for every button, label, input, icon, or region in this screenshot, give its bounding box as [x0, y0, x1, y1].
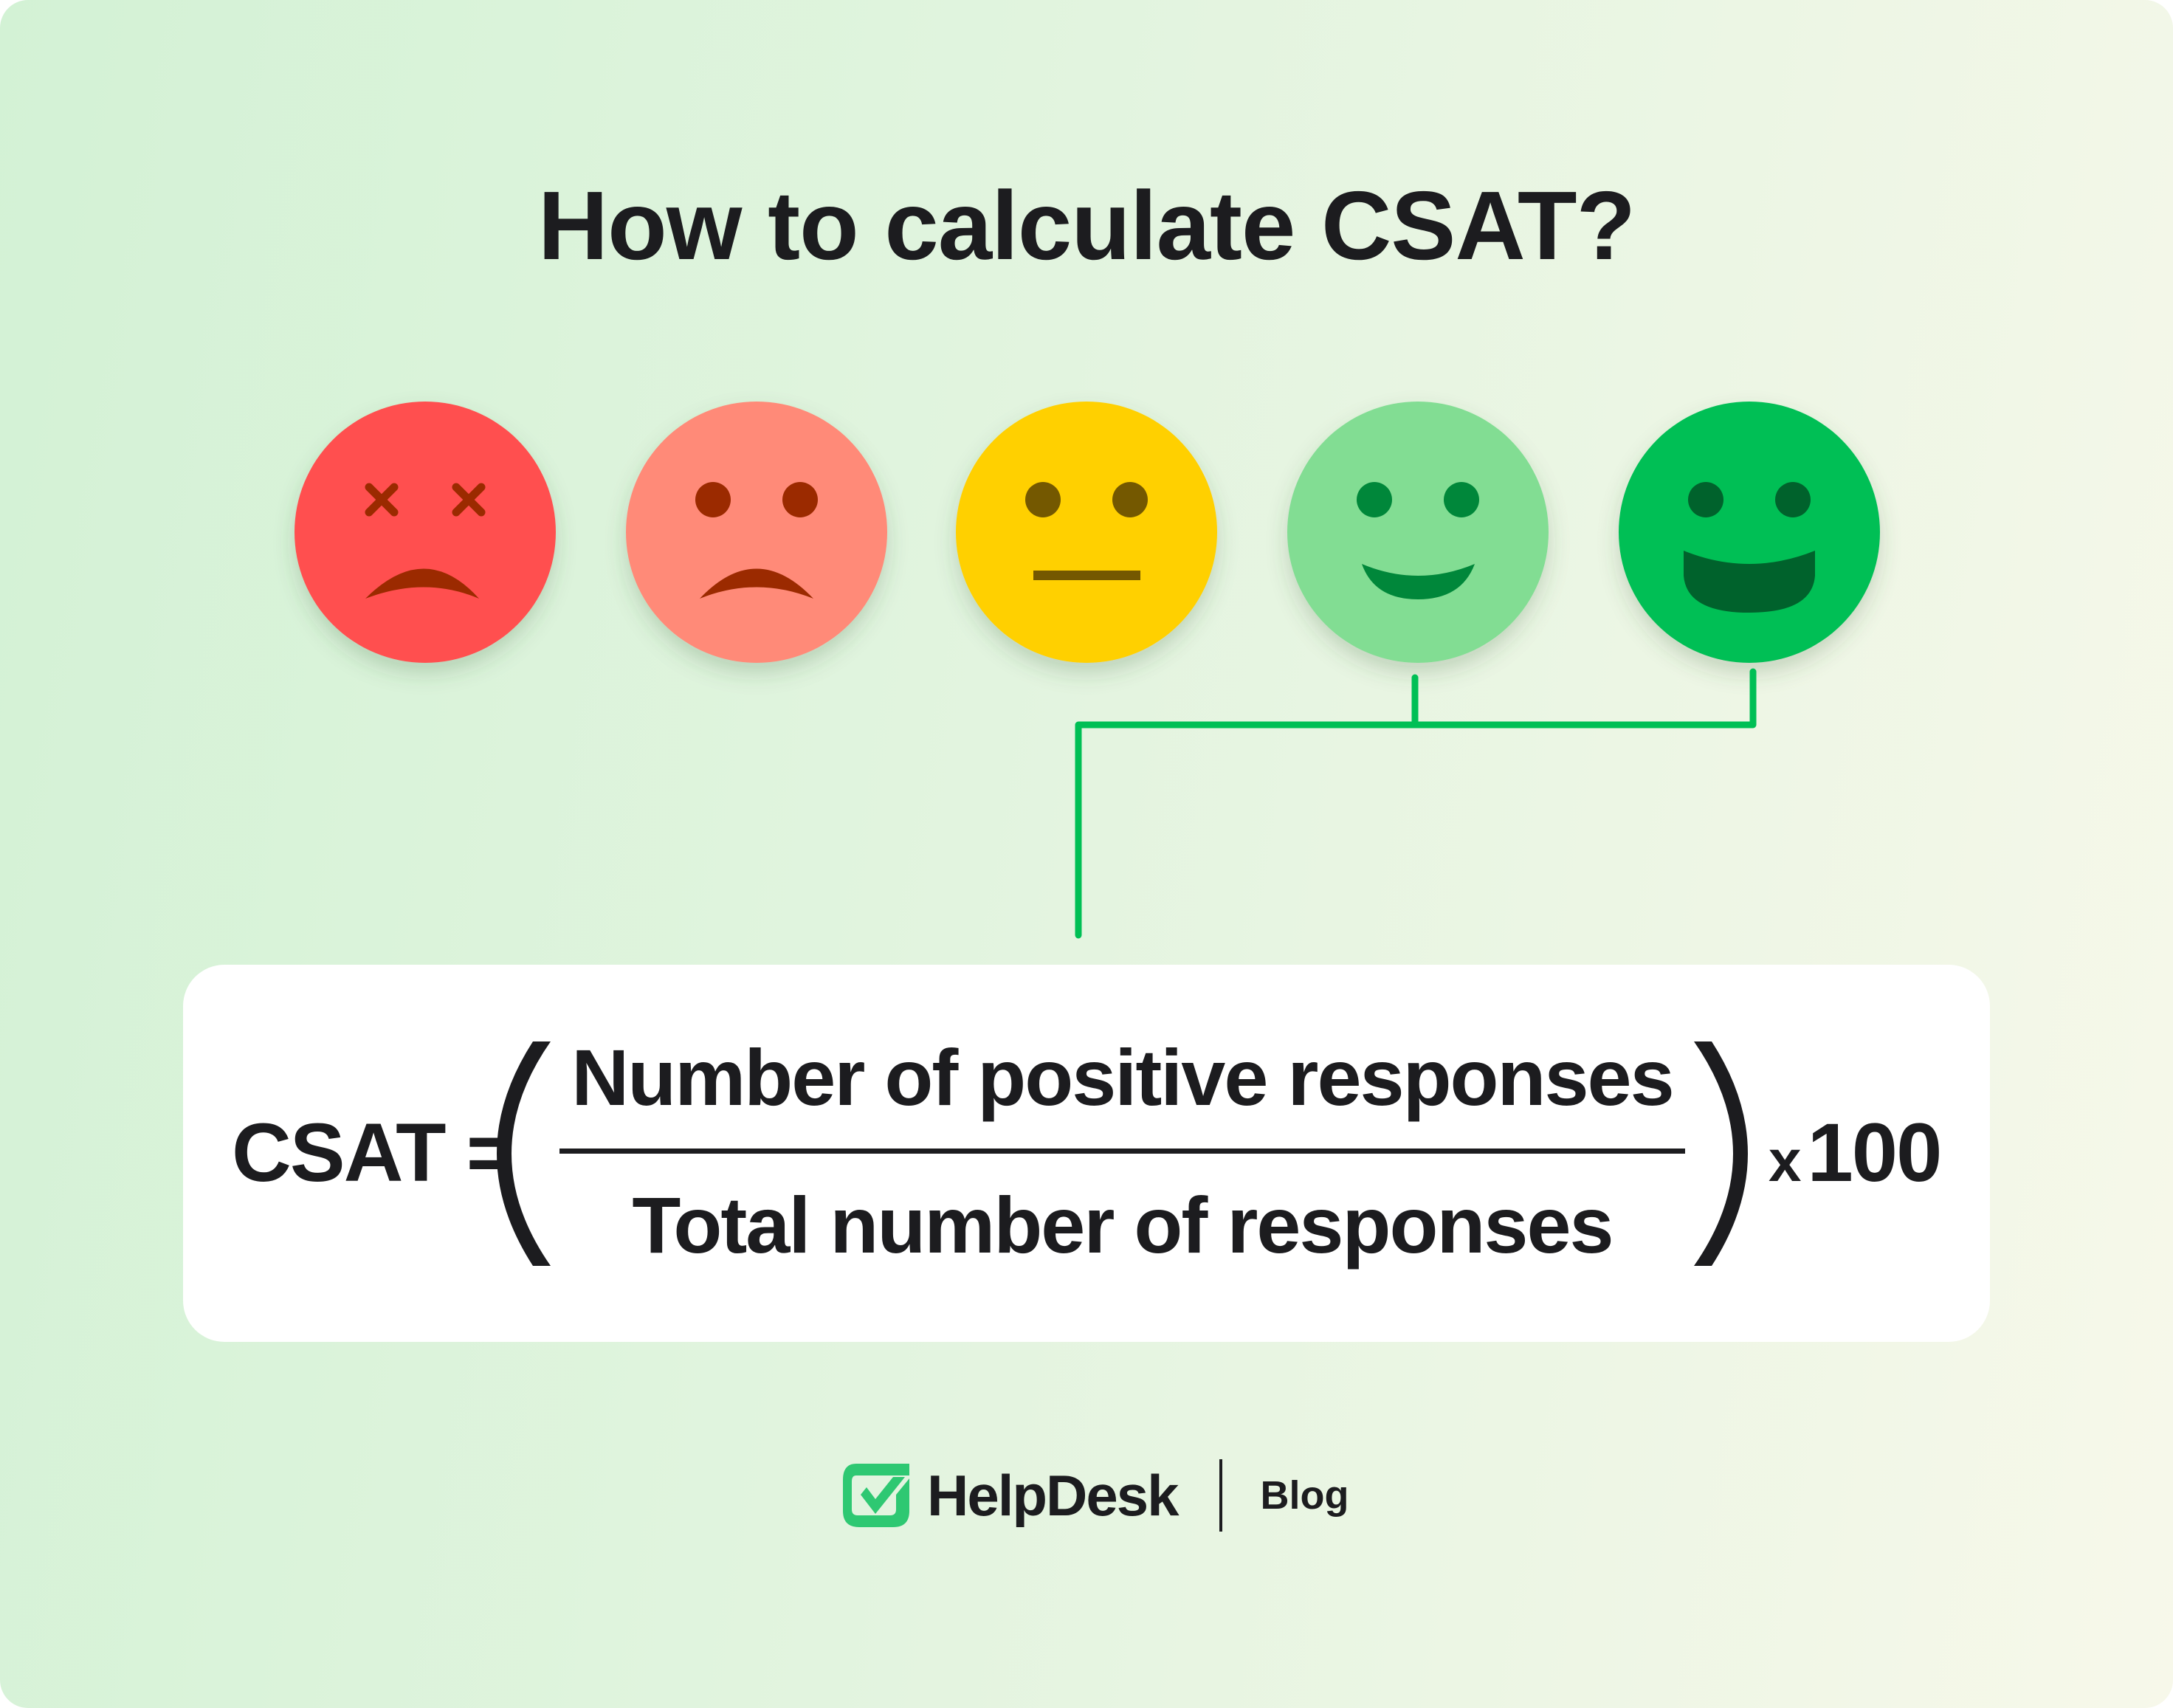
formula-multiplier: x100 [1769, 1105, 1943, 1200]
multiply-sign: x [1769, 1128, 1801, 1194]
left-parenthesis [497, 1041, 551, 1266]
face-unsatisfied-icon [626, 402, 887, 663]
formula-denominator: Total number of responses [632, 1180, 1614, 1270]
formula-lhs: CSAT = [232, 1106, 514, 1199]
section-label: Blog [1260, 1473, 1349, 1518]
logo-divider [1219, 1459, 1222, 1532]
page-title: How to calculate CSAT? [537, 171, 1636, 280]
positive-responses-connector [1075, 668, 1757, 939]
faces-and-connector [295, 402, 1880, 939]
face-very-satisfied-icon [1619, 402, 1880, 663]
helpdesk-check-icon [843, 1464, 909, 1527]
face-very-unsatisfied-icon [295, 402, 556, 663]
face-satisfied-icon [1287, 402, 1549, 663]
formula-box: CSAT = Number of positive responses Tota… [183, 965, 1990, 1342]
face-neutral-icon [956, 402, 1217, 663]
footer-logo: HelpDesk Blog [841, 1459, 1349, 1532]
right-parenthesis [1694, 1041, 1748, 1266]
fraction-line [559, 1149, 1685, 1154]
brand-name: HelpDesk [927, 1462, 1179, 1528]
multiplier-value: 100 [1807, 1106, 1943, 1199]
parentheses [497, 1041, 1748, 1266]
formula-numerator: Number of positive responses [571, 1033, 1674, 1122]
